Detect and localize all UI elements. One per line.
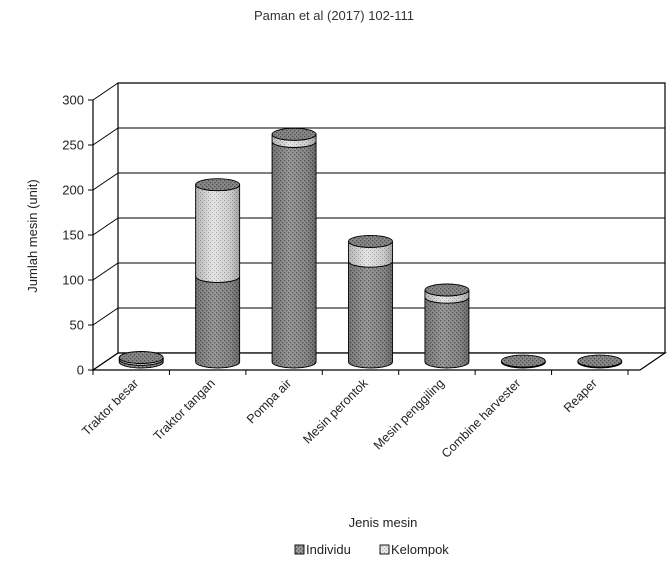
bar-kelompok-mesin-perontok-shading xyxy=(348,241,393,268)
x-category-label: Traktor tangan xyxy=(151,376,218,443)
gridline-diagonal xyxy=(92,82,119,101)
y-axis-ticks: 0 50 100 150 200 250 300 xyxy=(62,93,629,378)
bar-group-traktor-tangan xyxy=(195,178,241,369)
bar-top-cap xyxy=(577,354,623,368)
x-category-label: Mesin penggiling xyxy=(371,376,447,452)
legend-label-individu: Individu xyxy=(306,542,351,557)
gridline-diagonal xyxy=(92,217,119,236)
bar-top-cap xyxy=(118,351,164,364)
y-tick-label: 50 xyxy=(70,318,84,333)
bar-individu-mesin-penggiling-shading xyxy=(424,297,469,368)
bar-kelompok-traktor-tangan-shading xyxy=(195,184,240,283)
bar-individu-mesin-perontok-shading xyxy=(348,261,393,368)
y-tick-label: 300 xyxy=(62,93,84,108)
y-tick-label: 250 xyxy=(62,138,84,153)
bar-top-cap xyxy=(348,234,393,248)
bar-top-cap-shade xyxy=(348,235,393,248)
x-category-label: Traktor besar xyxy=(79,376,141,438)
bar-top-cap-shade xyxy=(119,351,164,364)
legend: Individu Kelompok xyxy=(294,542,449,557)
bar-top-cap xyxy=(195,178,241,192)
gridline-diagonal xyxy=(92,307,119,326)
bar-individu-traktor-tangan-shading xyxy=(195,276,240,368)
bar-kelompok-pompa-air-shading xyxy=(272,134,317,148)
gridline-diagonal xyxy=(92,127,119,146)
bar-group-pompa-air xyxy=(271,127,317,369)
legend-swatch-individu xyxy=(294,544,305,555)
bar-individu-traktor-besar-shading xyxy=(119,359,164,368)
y-tick-label: 150 xyxy=(62,228,84,243)
figure-citation: Paman et al (2017) 102-111 xyxy=(254,8,414,23)
x-category-label: Reaper xyxy=(561,376,600,415)
x-category-label: Mesin perontok xyxy=(300,376,371,447)
x-category-label: Pompa air xyxy=(244,376,294,426)
bar-top-cap xyxy=(424,283,470,297)
bar-top-cap xyxy=(271,127,317,141)
bar-top-cap xyxy=(500,354,546,368)
y-tick-label: 200 xyxy=(62,183,84,198)
bar-group-mesin-perontok xyxy=(348,234,393,369)
x-axis-title: Jenis mesin xyxy=(349,515,418,530)
gridline-diagonal xyxy=(92,262,119,281)
y-axis-title: Jumlah mesin (unit) xyxy=(25,179,40,292)
bar-kelompok-mesin-penggiling-shading xyxy=(424,290,469,304)
y-tick-label: 0 xyxy=(77,363,84,378)
bar-group-mesin-penggiling xyxy=(424,283,470,369)
y-tick-label: 100 xyxy=(62,273,84,288)
bar-top-cap-shade xyxy=(195,178,240,191)
gridline-diagonal xyxy=(92,172,119,191)
bar-top-cap-shade xyxy=(501,355,546,368)
bar-top-cap-shade xyxy=(424,284,469,296)
bar-kelompok-traktor-besar-shading xyxy=(119,357,164,366)
bar-group-reaper xyxy=(577,354,623,369)
bar-top-cap-shade xyxy=(577,355,622,368)
x-axis-categories: Traktor besar Traktor tangan Pompa air Mesi… xyxy=(79,376,600,461)
legend-swatch-kelompok xyxy=(379,544,390,555)
bar-group-combine-harvester xyxy=(500,354,546,369)
gridline-diagonal xyxy=(92,352,119,371)
bar-top-cap-shade xyxy=(272,128,317,141)
x-category-label: Combine harvester xyxy=(439,376,524,461)
bar-group-traktor-besar xyxy=(118,351,164,369)
legend-label-kelompok: Kelompok xyxy=(391,542,449,557)
bar-individu-pompa-air-shading xyxy=(272,141,317,368)
bars xyxy=(118,127,623,369)
